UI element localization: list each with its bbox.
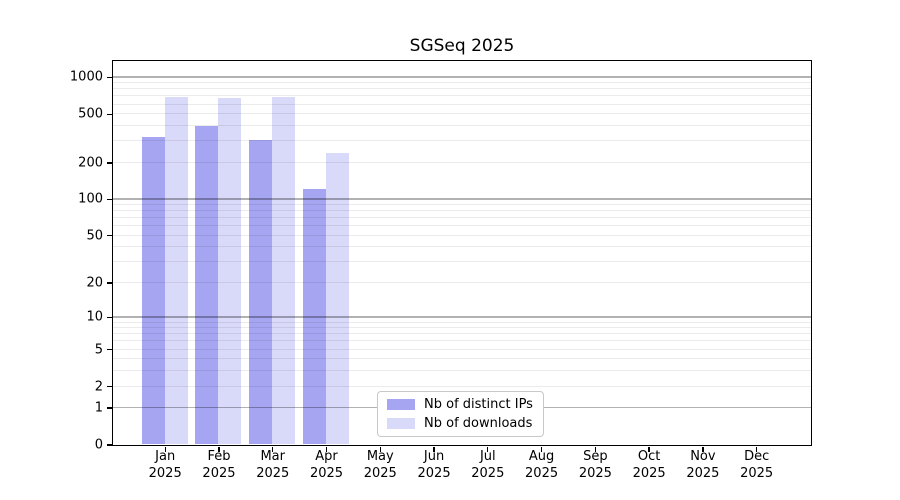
bar-nb-of-distinct-ips-jan [141, 136, 165, 445]
y-tick-label: 200 [78, 155, 103, 171]
y-tick-label: 500 [78, 106, 103, 122]
x-tick [594, 446, 596, 452]
bar-nb-of-downloads-feb [218, 98, 242, 445]
y-tick [106, 385, 112, 388]
y-tick-label: 1 [94, 400, 103, 416]
legend-label-downloads: Nb of downloads [424, 415, 533, 431]
bar-nb-of-downloads-apr [326, 152, 349, 445]
gridline-minor [113, 282, 811, 284]
gridline-minor [113, 370, 811, 372]
gridline-minor [113, 225, 811, 227]
x-tick-label-jan: Jan 2025 [148, 449, 182, 481]
y-tick-label: 20 [86, 275, 103, 291]
gridline-minor [113, 333, 811, 335]
gridline-minor [113, 161, 811, 163]
x-tick [540, 446, 543, 452]
x-tick-label-mar: Mar 2025 [256, 449, 290, 481]
gridline-minor [113, 340, 811, 342]
x-tick-label-jul: Jul 2025 [471, 449, 505, 481]
y-tick-label: 100 [78, 191, 103, 207]
y-tick [106, 162, 112, 164]
y-tick [106, 198, 112, 201]
chart-title: SGSeq 2025 [409, 36, 515, 56]
legend: Nb of distinct IPs Nb of downloads [377, 391, 544, 437]
y-tick-label: 2 [94, 379, 103, 395]
legend-item-downloads: Nb of downloads [387, 415, 543, 431]
x-tick-label-nov: Nov 2025 [686, 449, 720, 481]
gridline-minor [113, 358, 811, 360]
x-tick [272, 446, 274, 452]
x-tick [702, 446, 704, 452]
gridline-minor [113, 385, 811, 387]
x-tick [325, 446, 328, 452]
gridline-minor [113, 234, 811, 236]
x-tick-label-may: May 2025 [363, 449, 397, 481]
gridline-minor [113, 204, 811, 206]
gridline-minor [113, 217, 811, 219]
bar-nb-of-downloads-mar [272, 97, 296, 445]
plot-area [112, 60, 812, 446]
x-tick-label-feb: Feb 2025 [202, 449, 236, 481]
bar-nb-of-distinct-ips-apr [303, 189, 326, 445]
y-tick [106, 76, 112, 79]
gridline-minor [113, 103, 811, 105]
bar-nb-of-downloads-jan [164, 96, 188, 445]
gridline-minor [113, 246, 811, 248]
legend-item-distinct-ips: Nb of distinct IPs [387, 396, 543, 412]
gridline-minor [113, 88, 811, 90]
gridline-minor [113, 261, 811, 263]
y-tick-label: 10 [86, 309, 103, 325]
x-tick-label-sep: Sep 2025 [578, 449, 612, 481]
bar-nb-of-distinct-ips-feb [195, 126, 219, 445]
legend-swatch-downloads [387, 418, 415, 429]
y-tick-label: 0 [94, 437, 103, 453]
y-tick-label: 50 [86, 228, 103, 244]
x-tick-label-apr: Apr 2025 [309, 449, 344, 481]
y-tick-label: 1000 [69, 69, 103, 85]
x-tick [164, 446, 166, 452]
x-tick [487, 446, 489, 452]
y-tick [106, 444, 112, 446]
gridline-minor [113, 82, 811, 84]
y-tick [106, 407, 112, 409]
bar-nb-of-distinct-ips-mar [249, 140, 273, 445]
gridline-minor [113, 321, 811, 323]
x-tick [433, 446, 435, 452]
x-tick [218, 446, 220, 452]
gridline-minor [113, 210, 811, 212]
y-tick [106, 349, 112, 351]
legend-label-distinct-ips: Nb of distinct IPs [424, 396, 533, 412]
y-tick [106, 316, 112, 319]
y-tick [106, 235, 112, 237]
x-tick-label-jun: Jun 2025 [417, 449, 451, 481]
x-tick [379, 446, 381, 452]
gridline-major [113, 198, 811, 200]
gridline-major [113, 76, 811, 78]
gridline-minor [113, 327, 811, 329]
x-tick [756, 446, 758, 452]
y-tick [106, 113, 112, 115]
gridline-minor [113, 95, 811, 97]
gridline-minor [113, 140, 811, 142]
y-tick-label: 5 [94, 342, 103, 358]
legend-swatch-distinct-ips [387, 399, 415, 410]
gridline-minor [113, 113, 811, 115]
x-tick-label-oct: Oct 2025 [632, 449, 666, 481]
gridline-major [113, 316, 811, 318]
gridline-minor [113, 348, 811, 350]
x-tick [648, 446, 650, 452]
x-tick-label-dec: Dec 2025 [740, 449, 774, 481]
x-tick-label-aug: Aug 2025 [525, 449, 559, 481]
gridline-minor [113, 125, 811, 127]
y-tick [106, 282, 112, 284]
